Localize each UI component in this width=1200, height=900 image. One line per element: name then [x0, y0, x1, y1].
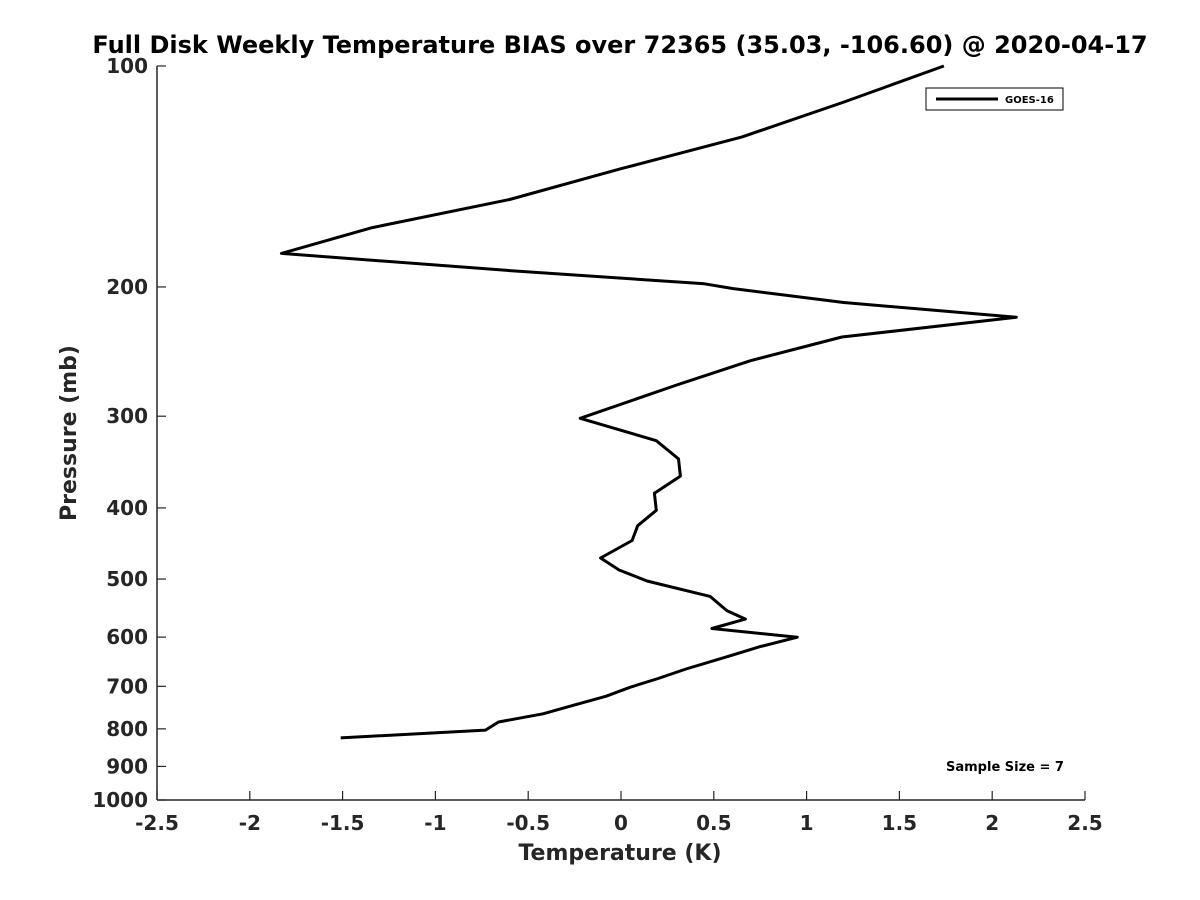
x-tick-label: 0	[614, 811, 628, 835]
series-line-goes-16	[279, 64, 1018, 740]
y-tick-label: 800	[106, 717, 148, 741]
y-tick-label: 500	[106, 567, 148, 591]
y-tick-label: 900	[106, 754, 148, 778]
y-tick-label: 200	[106, 275, 148, 299]
y-tick-label: 300	[106, 404, 148, 428]
x-tick-label: 0.5	[696, 811, 731, 835]
y-tick-label: 600	[106, 625, 148, 649]
y-tick-label: 400	[106, 496, 148, 520]
x-tick-label: 1	[800, 811, 814, 835]
x-tick-label: -0.5	[506, 811, 550, 835]
y-axis-label: Pressure (mb)	[57, 345, 82, 521]
x-axis-label: Temperature (K)	[518, 841, 721, 866]
y-tick-label: 700	[106, 674, 148, 698]
x-tick-label: -1	[424, 811, 446, 835]
legend: GOES-16	[925, 87, 1064, 111]
x-tick-label: -2	[239, 811, 261, 835]
sample-size-note: Sample Size = 7	[946, 760, 1064, 775]
y-tick-label: 100	[106, 54, 148, 78]
x-tick-label: 2	[985, 811, 999, 835]
legend-label-goes-16: GOES-16	[1005, 95, 1054, 106]
x-tick-label: 1.5	[882, 811, 917, 835]
x-tick-label: -1.5	[321, 811, 365, 835]
x-tick-label: 2.5	[1067, 811, 1102, 835]
y-tick-label: 1000	[92, 788, 148, 812]
x-tick-label: -2.5	[135, 811, 179, 835]
chart-title: Full Disk Weekly Temperature BIAS over 7…	[92, 31, 1147, 59]
